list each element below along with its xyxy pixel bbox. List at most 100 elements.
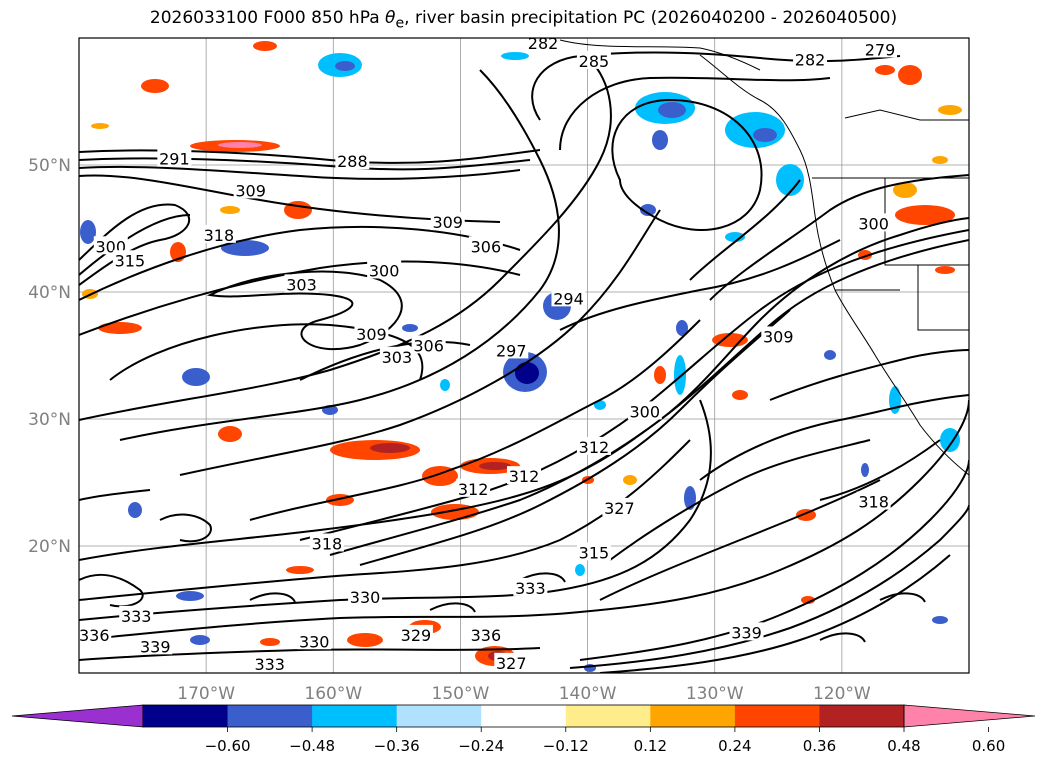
contour-label: 300 [369,261,400,280]
colorbar-tick-label: −0.12 [543,737,589,755]
contour-label-bg [411,335,446,354]
contour-label: 339 [140,637,171,656]
contour-label: 306 [413,336,444,355]
contour-label-bg [856,491,891,510]
lon-label: 120°W [813,684,871,704]
contour-label: 309 [432,213,463,232]
contour-label: 300 [858,214,889,233]
lon-label: 170°W [177,684,235,704]
contour-label: 318 [858,493,889,512]
contour-label: 327 [496,654,527,673]
colorbar-segment [227,705,313,727]
contour-label: 282 [795,51,826,70]
contour-label: 282 [528,34,559,53]
contour-label: 315 [579,543,610,562]
contour-label-bg [284,274,319,293]
contour-label-bg [576,50,611,69]
contour-label: 303 [286,275,317,294]
lon-label: 130°W [686,684,744,704]
colorbar-segment [734,705,820,727]
contour-label: 297 [496,341,527,360]
contour-label-bg [602,497,637,516]
contour-label-bg [398,624,433,643]
lon-label: 150°W [432,684,490,704]
contour-label-bg [93,236,128,255]
contour-label: 288 [337,152,368,171]
contour-label-bg [761,326,796,345]
contour-label-bg [119,605,154,624]
colorbar-tick-label: 0.60 [972,737,1005,755]
contour-label-bg [354,323,389,342]
longitude-labels: 170°W 160°W 150°W 140°W 130°W 120°W [177,684,871,704]
contour-label-bg [494,340,529,359]
colorbar-tick-label: 0.36 [803,737,836,755]
lon-label: 140°W [559,684,617,704]
contour-label: 327 [604,499,635,518]
contour-label: 330 [299,632,330,651]
colorbar-tick-label: −0.60 [205,737,251,755]
contour-label: 336 [471,626,502,645]
contour-label: 309 [356,325,387,344]
contour-label: 291 [159,150,190,169]
contour-label-bg [456,478,491,497]
contour-label: 336 [79,626,110,645]
contour-label-bg [79,624,112,643]
contour-labels: 282 285 279 282 291 288 309 318 300 315 309 306 300 3… [79,34,897,674]
latitude-labels: 50°N 40°N 30°N 20°N [28,156,71,557]
plot-title: 2026033100 F000 850 hPa θe, river basin … [149,8,898,32]
contour-label-bg [348,586,383,605]
lon-label: 160°W [304,684,362,704]
contour-label: 300 [630,402,661,421]
contour-label-bg [335,151,370,170]
contour-label: 279 [865,40,896,59]
colorbar-tick-label: 0.24 [718,737,751,755]
contour-label: 333 [254,655,285,674]
contour-label: 309 [763,327,794,346]
contour-label: 312 [579,438,610,457]
contour-label-bg [507,466,541,485]
contour-label: 333 [515,579,546,598]
contour-label: 339 [731,623,762,642]
colorbar-segment [312,705,398,727]
colorbar-segment [481,705,567,727]
lat-label: 40°N [28,283,71,303]
colorbar-tick-label: −0.36 [374,737,420,755]
contour-label: 318 [204,226,235,245]
contour-label-bg [551,288,586,307]
contour-label: 309 [235,181,266,200]
map-frame [78,37,970,674]
contour-label: 329 [401,626,432,645]
contour-label-bg [468,236,503,255]
contour-label-bg [729,622,764,641]
contour-label: 312 [458,480,489,499]
colorbar: −0.60 −0.48 −0.36 −0.24 −0.12 0.12 0.24 0.36 0.4… [11,704,1036,755]
contour-label-bg [576,542,611,561]
colorbar-segment [143,705,229,727]
colorbar-tick-label: −0.48 [289,737,335,755]
contour-label-bg [863,39,897,58]
colorbar-segment [650,705,736,727]
precipitation-shading [80,41,962,672]
lat-label: 20°N [28,537,71,557]
contour-label-bg [576,436,611,455]
lat-label: 30°N [28,410,71,430]
contour-label: 303 [382,348,413,367]
contour-label-bg [627,401,662,420]
contour-label: 333 [121,607,152,626]
contour-label: 285 [579,52,610,71]
contour-label-bg [201,224,236,243]
contour-label-bg [379,346,414,365]
contour-label-bg [138,636,173,655]
colorbar-tick-label: 0.48 [887,737,920,755]
colorbar-segment [819,705,905,727]
contour-label-bg [233,180,268,199]
contour-label-bg [112,250,147,269]
contour-label-bg [367,260,402,279]
colorbar-tick-label: 0.12 [634,737,667,755]
contour-label: 306 [471,237,502,256]
contour-label-bg [309,533,344,552]
contour-label: 318 [312,534,343,553]
lat-label: 50°N [28,156,71,176]
contour-label: 315 [115,251,146,270]
